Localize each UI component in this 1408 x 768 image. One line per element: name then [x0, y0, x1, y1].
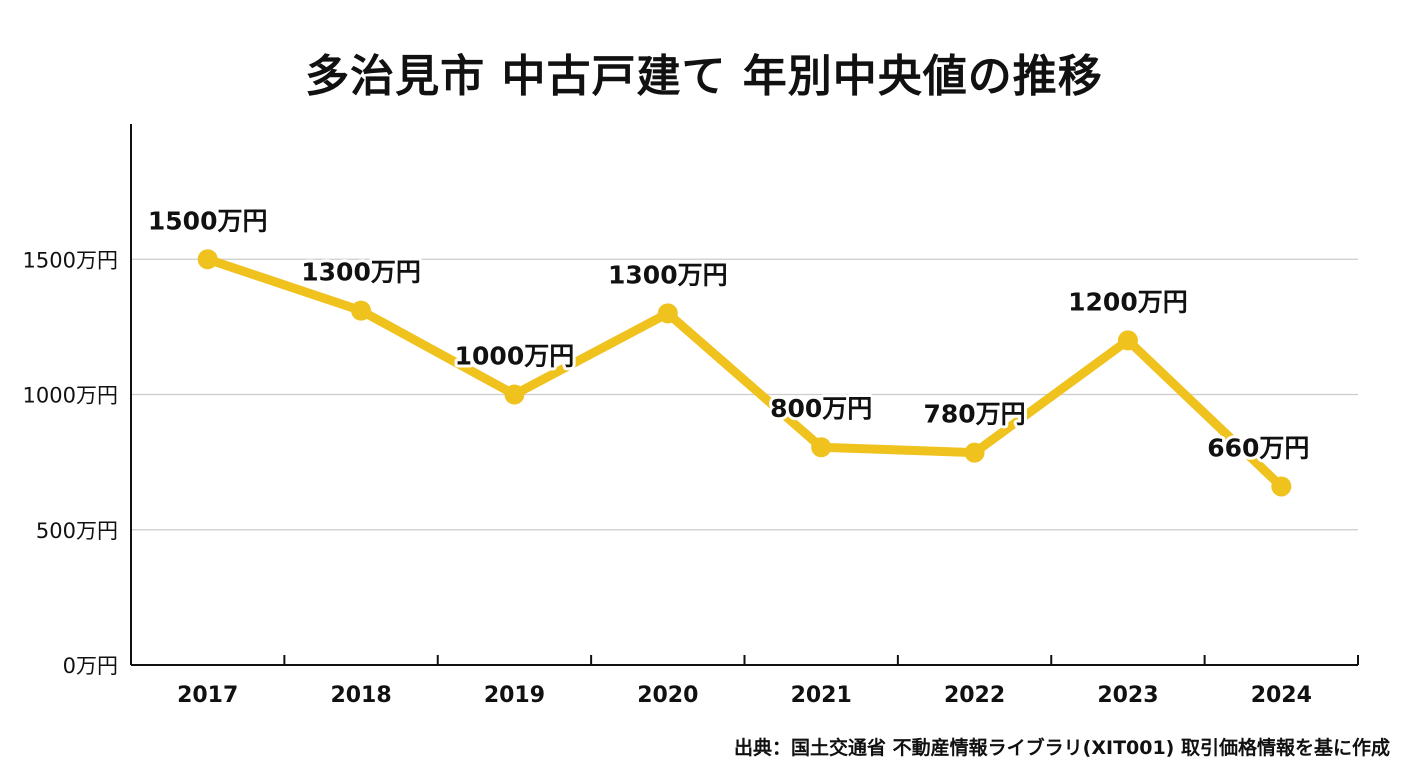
chart-title: 多治見市 中古戸建て 年別中央値の推移 — [305, 51, 1103, 102]
data-point — [964, 442, 985, 463]
x-tick-label: 2022 — [944, 683, 1005, 708]
data-point — [351, 300, 372, 321]
x-tick-label: 2021 — [791, 683, 852, 708]
data-point — [1271, 476, 1292, 497]
data-point — [811, 437, 832, 458]
y-tick-label: 500万円 — [36, 519, 118, 543]
x-tick-label: 2023 — [1097, 683, 1158, 708]
gridlines — [131, 258, 1358, 531]
data-label: 660万円 — [1207, 433, 1309, 462]
series-line-layer — [203, 254, 1286, 491]
data-point — [657, 303, 678, 324]
data-label: 800万円 — [770, 394, 872, 423]
y-tick-label: 1500万円 — [23, 248, 118, 272]
y-tick-label: 1000万円 — [23, 384, 118, 408]
data-label: 1300万円 — [301, 258, 421, 287]
data-points — [197, 249, 1292, 497]
data-point — [1117, 330, 1138, 351]
data-label: 1200万円 — [1068, 287, 1188, 316]
x-tick-label: 2019 — [484, 683, 545, 708]
data-label: 1300万円 — [608, 260, 728, 289]
axes: 0万円 500万円 1000万円 1500万円 2017 2018 2019 2020 2021… — [23, 124, 1359, 708]
data-label: 1000万円 — [455, 342, 575, 371]
data-label: 1500万円 — [148, 206, 268, 235]
x-tick-label: 2020 — [637, 683, 698, 708]
data-point — [504, 384, 525, 405]
data-labels: 1500万円 1300万円 1000万円 1300万円 800万円 780万円 1200万円… — [145, 203, 1313, 465]
data-point — [197, 249, 218, 270]
x-tick-label: 2017 — [177, 683, 238, 708]
source-note: 出典：国土交通省 不動産情報ライブラリ(XIT001) 取引価格情報を基に作成 — [734, 737, 1390, 759]
series-line — [203, 254, 1286, 491]
x-tick-label: 2024 — [1251, 683, 1312, 708]
data-label: 780万円 — [923, 400, 1025, 429]
x-tick-label: 2018 — [330, 683, 391, 708]
y-tick-label: 0万円 — [63, 654, 118, 678]
